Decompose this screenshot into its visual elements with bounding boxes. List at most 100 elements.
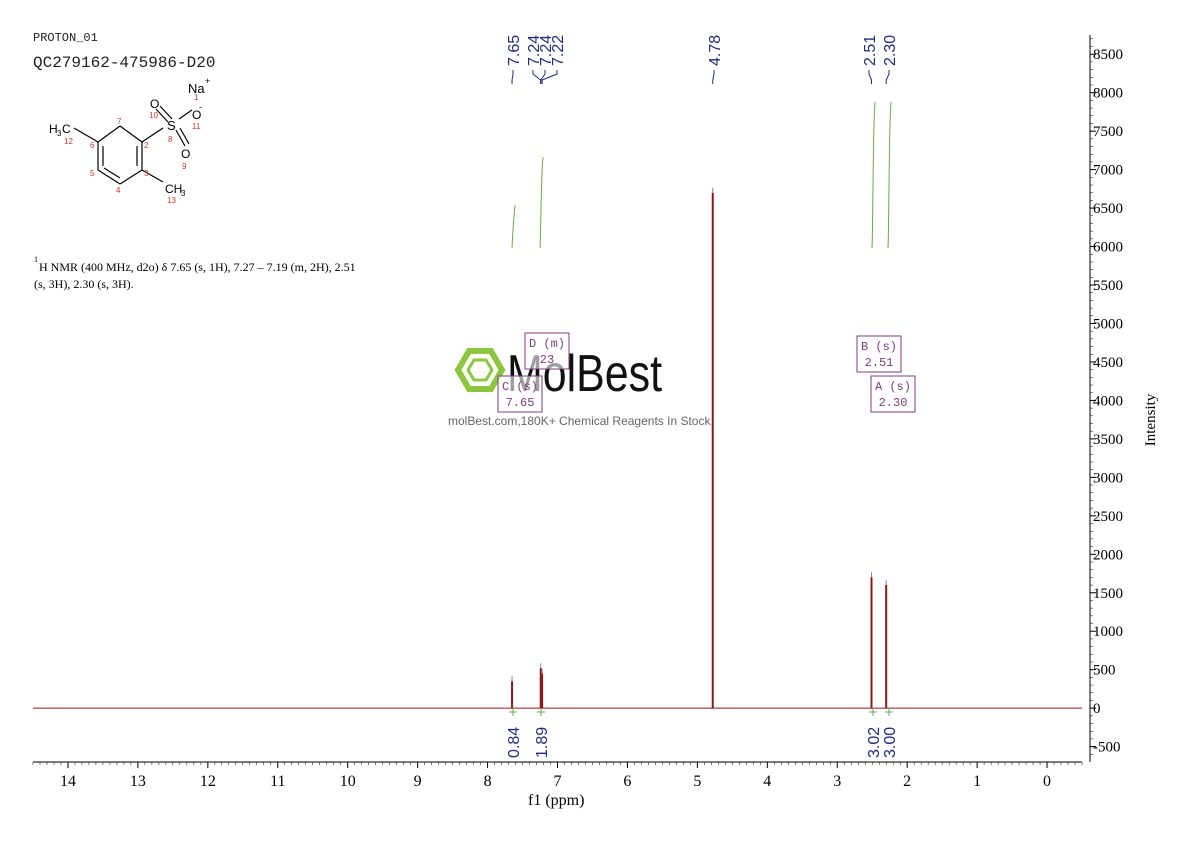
multiplet-box	[497, 375, 543, 413]
sodium-positive-charge: +	[205, 76, 210, 86]
y-tick-label: 5500	[1093, 278, 1123, 294]
multiplet-value: 7.65	[506, 396, 535, 410]
y-tick-label: 2500	[1093, 509, 1123, 525]
chart-plot: 7.65 7.247.247.22 4.78 2.51 2.300.84 1.89 3.02…	[33, 35, 1082, 758]
hexagon-logo-icon	[454, 348, 506, 392]
nmr-superscript: 1	[34, 255, 38, 264]
integral-bracket	[509, 709, 517, 716]
multiplet-value: 2.30	[879, 396, 908, 410]
methyl-left-c: C	[62, 122, 71, 136]
x-tick-label: 6	[623, 773, 631, 790]
sample-id-label: QC279162-475986-D20	[33, 54, 215, 72]
x-tick-label: 12	[200, 773, 216, 790]
multiplet-value: 2.51	[865, 356, 894, 370]
integral-value: 3.02	[866, 727, 883, 758]
peak-label-connector	[532, 70, 542, 84]
atom-number-12: 12	[64, 137, 73, 146]
multiplet-label: A (s)	[875, 380, 911, 394]
chart-axes: 14 13 12 11 10 9 8 7 6 5 4 3 2 1 0-5000500100015002000…	[32, 35, 1123, 790]
y-tick-label: 1000	[1093, 624, 1123, 640]
experiment-label: PROTON_01	[33, 31, 98, 45]
y-tick-label: 8500	[1093, 47, 1123, 63]
hexagon-inner-icon	[466, 358, 494, 382]
x-tick-label: 8	[484, 773, 492, 790]
peak-label-connector	[541, 70, 558, 84]
watermark-tagline: molBest.com,180K+ Chemical Reagents In S…	[448, 414, 714, 428]
x-tick-label: 11	[270, 773, 285, 790]
peak-shift-label: 4.78	[707, 35, 724, 66]
atom-number-1: 1	[194, 93, 199, 102]
y-tick-label: 7500	[1093, 124, 1123, 140]
y-tick-label: 2000	[1093, 547, 1123, 563]
atom-number-8: 8	[168, 135, 173, 144]
chemical-structure: S O O - O Na + H 3 C CH 3 1 2 3 4 5 6 7 …	[49, 76, 210, 205]
integral-bracket	[869, 709, 877, 716]
y-tick-label: 6000	[1093, 240, 1123, 256]
integral-bracket	[537, 709, 545, 716]
y-tick-label: 7000	[1093, 163, 1123, 179]
integral-curve	[511, 204, 516, 249]
methyl-bottom-ch: CH	[165, 182, 182, 196]
multiplet-box	[856, 335, 902, 373]
peak-label-connector	[511, 70, 514, 84]
multiplet-label: C (s)	[502, 380, 538, 394]
x-tick-label: 3	[833, 773, 841, 790]
y-tick-label: 4000	[1093, 393, 1123, 409]
x-tick-label: 9	[414, 773, 422, 790]
x-tick-label: 14	[60, 773, 76, 790]
atom-number-7: 7	[117, 117, 122, 126]
oxygen-negative-charge: -	[199, 102, 202, 112]
oxygen-atom-11: O	[192, 108, 201, 122]
integral-curve	[539, 156, 544, 249]
peak-shift-label: 7.65	[506, 35, 523, 66]
sulfur-atom: S	[167, 118, 176, 133]
atom-number-2: 2	[144, 141, 149, 150]
peak-shift-label: 7.24	[538, 35, 555, 66]
integral-value: 1.89	[534, 727, 551, 758]
atom-number-9: 9	[182, 162, 187, 171]
atom-number-13: 13	[167, 196, 176, 205]
peak-shift-label: 2.51	[862, 35, 879, 66]
methyl-left-subscript: 3	[57, 129, 62, 138]
x-tick-label: 4	[763, 773, 771, 790]
watermark: MolBest molBest.com,180K+ Chemical Reage…	[448, 345, 714, 428]
x-tick-label: 1	[973, 773, 981, 790]
peak-shift-label: 7.24	[526, 35, 543, 66]
oxygen-atom-9: O	[181, 147, 190, 161]
x-tick-label: 2	[903, 773, 911, 790]
oxygen-atom-10: O	[150, 97, 159, 111]
methyl-left-h: H	[49, 122, 58, 136]
integral-curve	[887, 101, 892, 249]
atom-number-5: 5	[90, 169, 95, 178]
atom-number-10: 10	[149, 111, 158, 120]
atom-number-11: 11	[192, 122, 201, 131]
peak-label-connector	[712, 70, 715, 84]
peak-label-connector	[540, 70, 546, 84]
y-tick-label: 3500	[1093, 432, 1123, 448]
y-tick-label: 0	[1093, 701, 1101, 717]
multiplet-box	[870, 375, 916, 413]
integral-bracket	[885, 709, 893, 716]
x-tick-label: 13	[130, 773, 146, 790]
atom-number-3: 3	[144, 169, 149, 178]
peak-label-connector	[868, 70, 873, 84]
methyl-bottom-subscript: 3	[181, 189, 186, 198]
y-tick-label: 1500	[1093, 586, 1123, 602]
x-tick-label: 10	[340, 773, 356, 790]
y-tick-label: 4500	[1093, 355, 1123, 371]
atom-number-6: 6	[90, 141, 95, 150]
integral-curve	[871, 101, 876, 249]
nmr-description-line1: H NMR (400 MHz, d2o) δ 7.65 (s, 1H), 7.2…	[39, 260, 356, 274]
y-tick-label: -500	[1093, 740, 1121, 756]
multiplet-box	[524, 332, 570, 370]
x-tick-label: 7	[554, 773, 562, 790]
peak-shift-label: 7.22	[550, 35, 567, 66]
benzene-ring-bonds	[73, 105, 193, 185]
y-tick-label: 5000	[1093, 316, 1123, 332]
x-axis-label: f1 (ppm)	[528, 792, 584, 809]
y-tick-label: 8000	[1093, 86, 1123, 102]
atom-number-4: 4	[116, 186, 121, 195]
peak-shift-label: 2.30	[882, 35, 899, 66]
y-tick-label: 6500	[1093, 201, 1123, 217]
